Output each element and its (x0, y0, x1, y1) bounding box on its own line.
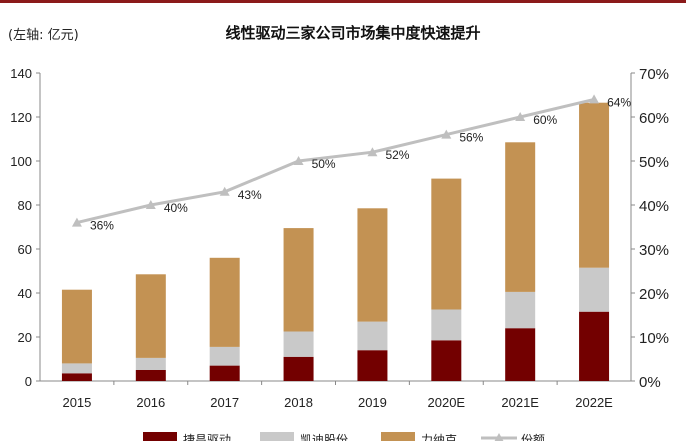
chart-title: 线性驱动三家公司市场集中度快速提升 (225, 24, 481, 42)
legend: 捷昌驱动 凯迪股份 力纳克 份额 (143, 432, 545, 441)
right-tick-label: 50% (639, 154, 669, 171)
left-tick-label: 60 (18, 242, 32, 257)
right-tick-label: 20% (639, 286, 669, 303)
left-tick-label: 120 (10, 110, 32, 125)
bar-segment-series-3 (209, 257, 240, 347)
legend-swatch (143, 432, 177, 441)
bars (61, 102, 610, 381)
share-line-path (76, 97, 595, 225)
x-tick-label: 2020E (428, 395, 466, 410)
right-tick-label: 30% (639, 242, 669, 259)
legend-swatch (260, 432, 294, 441)
left-tick-label: 0 (25, 374, 32, 389)
legend-marker (494, 433, 504, 441)
x-tick-label: 2017 (210, 395, 239, 410)
x-tick-label: 2018 (284, 395, 313, 410)
bar-segment-series-1 (135, 370, 166, 381)
bar-segment-series-1 (283, 356, 314, 381)
bar-segment-series-3 (357, 208, 388, 322)
legend-label: 捷昌驱动 (183, 433, 231, 441)
share-data-label: 52% (385, 148, 409, 162)
left-tick-label: 80 (18, 198, 32, 213)
x-tick-label: 2019 (358, 395, 387, 410)
left-tick-label: 140 (10, 66, 32, 81)
share-point-marker (219, 186, 230, 196)
x-tick-label: 2022E (575, 395, 613, 410)
right-tick-label: 0% (639, 374, 661, 391)
top-accent-line (0, 0, 686, 3)
bar-segment-series-2 (431, 309, 462, 341)
bar-segment-series-3 (505, 142, 536, 292)
share-data-label: 50% (312, 157, 336, 171)
legend-label: 力纳克 (421, 433, 457, 441)
share-point-marker (589, 94, 600, 104)
x-tick-label: 2016 (136, 395, 165, 410)
share-point-marker (367, 147, 378, 157)
share-point-marker (441, 129, 452, 139)
bar-segment-series-1 (357, 350, 388, 381)
bar-segment-series-3 (431, 178, 462, 310)
unit-label: (左轴: 亿元) (8, 28, 79, 43)
share-data-label: 40% (164, 201, 188, 215)
bar-segment-series-2 (505, 291, 536, 329)
bar-segment-series-3 (61, 289, 92, 364)
left-tick-label: 40 (18, 286, 32, 301)
share-data-label: 36% (90, 219, 114, 233)
bar-segment-series-1 (505, 328, 536, 381)
axes: 0 20 40 60 80 100 120 140 0% 10% 20% 30% 40% 50% 60% 70… (10, 66, 669, 410)
share-data-label: 60% (533, 113, 557, 127)
bar-segment-series-1 (431, 340, 462, 381)
right-tick-label: 40% (639, 198, 669, 215)
share-data-label: 64% (607, 95, 631, 109)
legend-swatch (381, 432, 415, 441)
bar-segment-series-2 (135, 357, 166, 370)
bar-segment-series-2 (579, 267, 610, 312)
bar-segment-series-1 (61, 373, 92, 381)
right-tick-label: 70% (639, 66, 669, 83)
bar-segment-series-1 (579, 311, 610, 381)
right-tick-label: 60% (639, 110, 669, 127)
bar-segment-series-2 (209, 346, 240, 366)
x-tick-label: 2015 (62, 395, 91, 410)
bar-segment-series-3 (579, 102, 610, 268)
share-line: 36% 40% 43% 50% 52% 56% 60% 64% (71, 94, 631, 233)
left-tick-label: 100 (10, 154, 32, 169)
right-tick-label: 10% (639, 330, 669, 347)
legend-label: 凯迪股份 (300, 433, 348, 441)
share-data-label: 43% (238, 188, 262, 202)
share-point-marker (293, 156, 304, 165)
share-data-label: 56% (459, 131, 483, 145)
left-tick-label: 20 (18, 330, 32, 345)
x-tick-label: 2021E (501, 395, 539, 410)
share-point-marker (145, 200, 156, 209)
legend-label: 份额 (521, 433, 545, 441)
bar-segment-series-1 (209, 365, 240, 381)
bar-segment-series-2 (61, 363, 92, 374)
share-point-marker (515, 112, 526, 121)
bar-segment-series-3 (283, 228, 314, 332)
bar-segment-series-3 (135, 274, 166, 358)
bar-segment-series-2 (283, 331, 314, 357)
share-point-marker (71, 217, 82, 227)
bar-segment-series-2 (357, 321, 388, 351)
